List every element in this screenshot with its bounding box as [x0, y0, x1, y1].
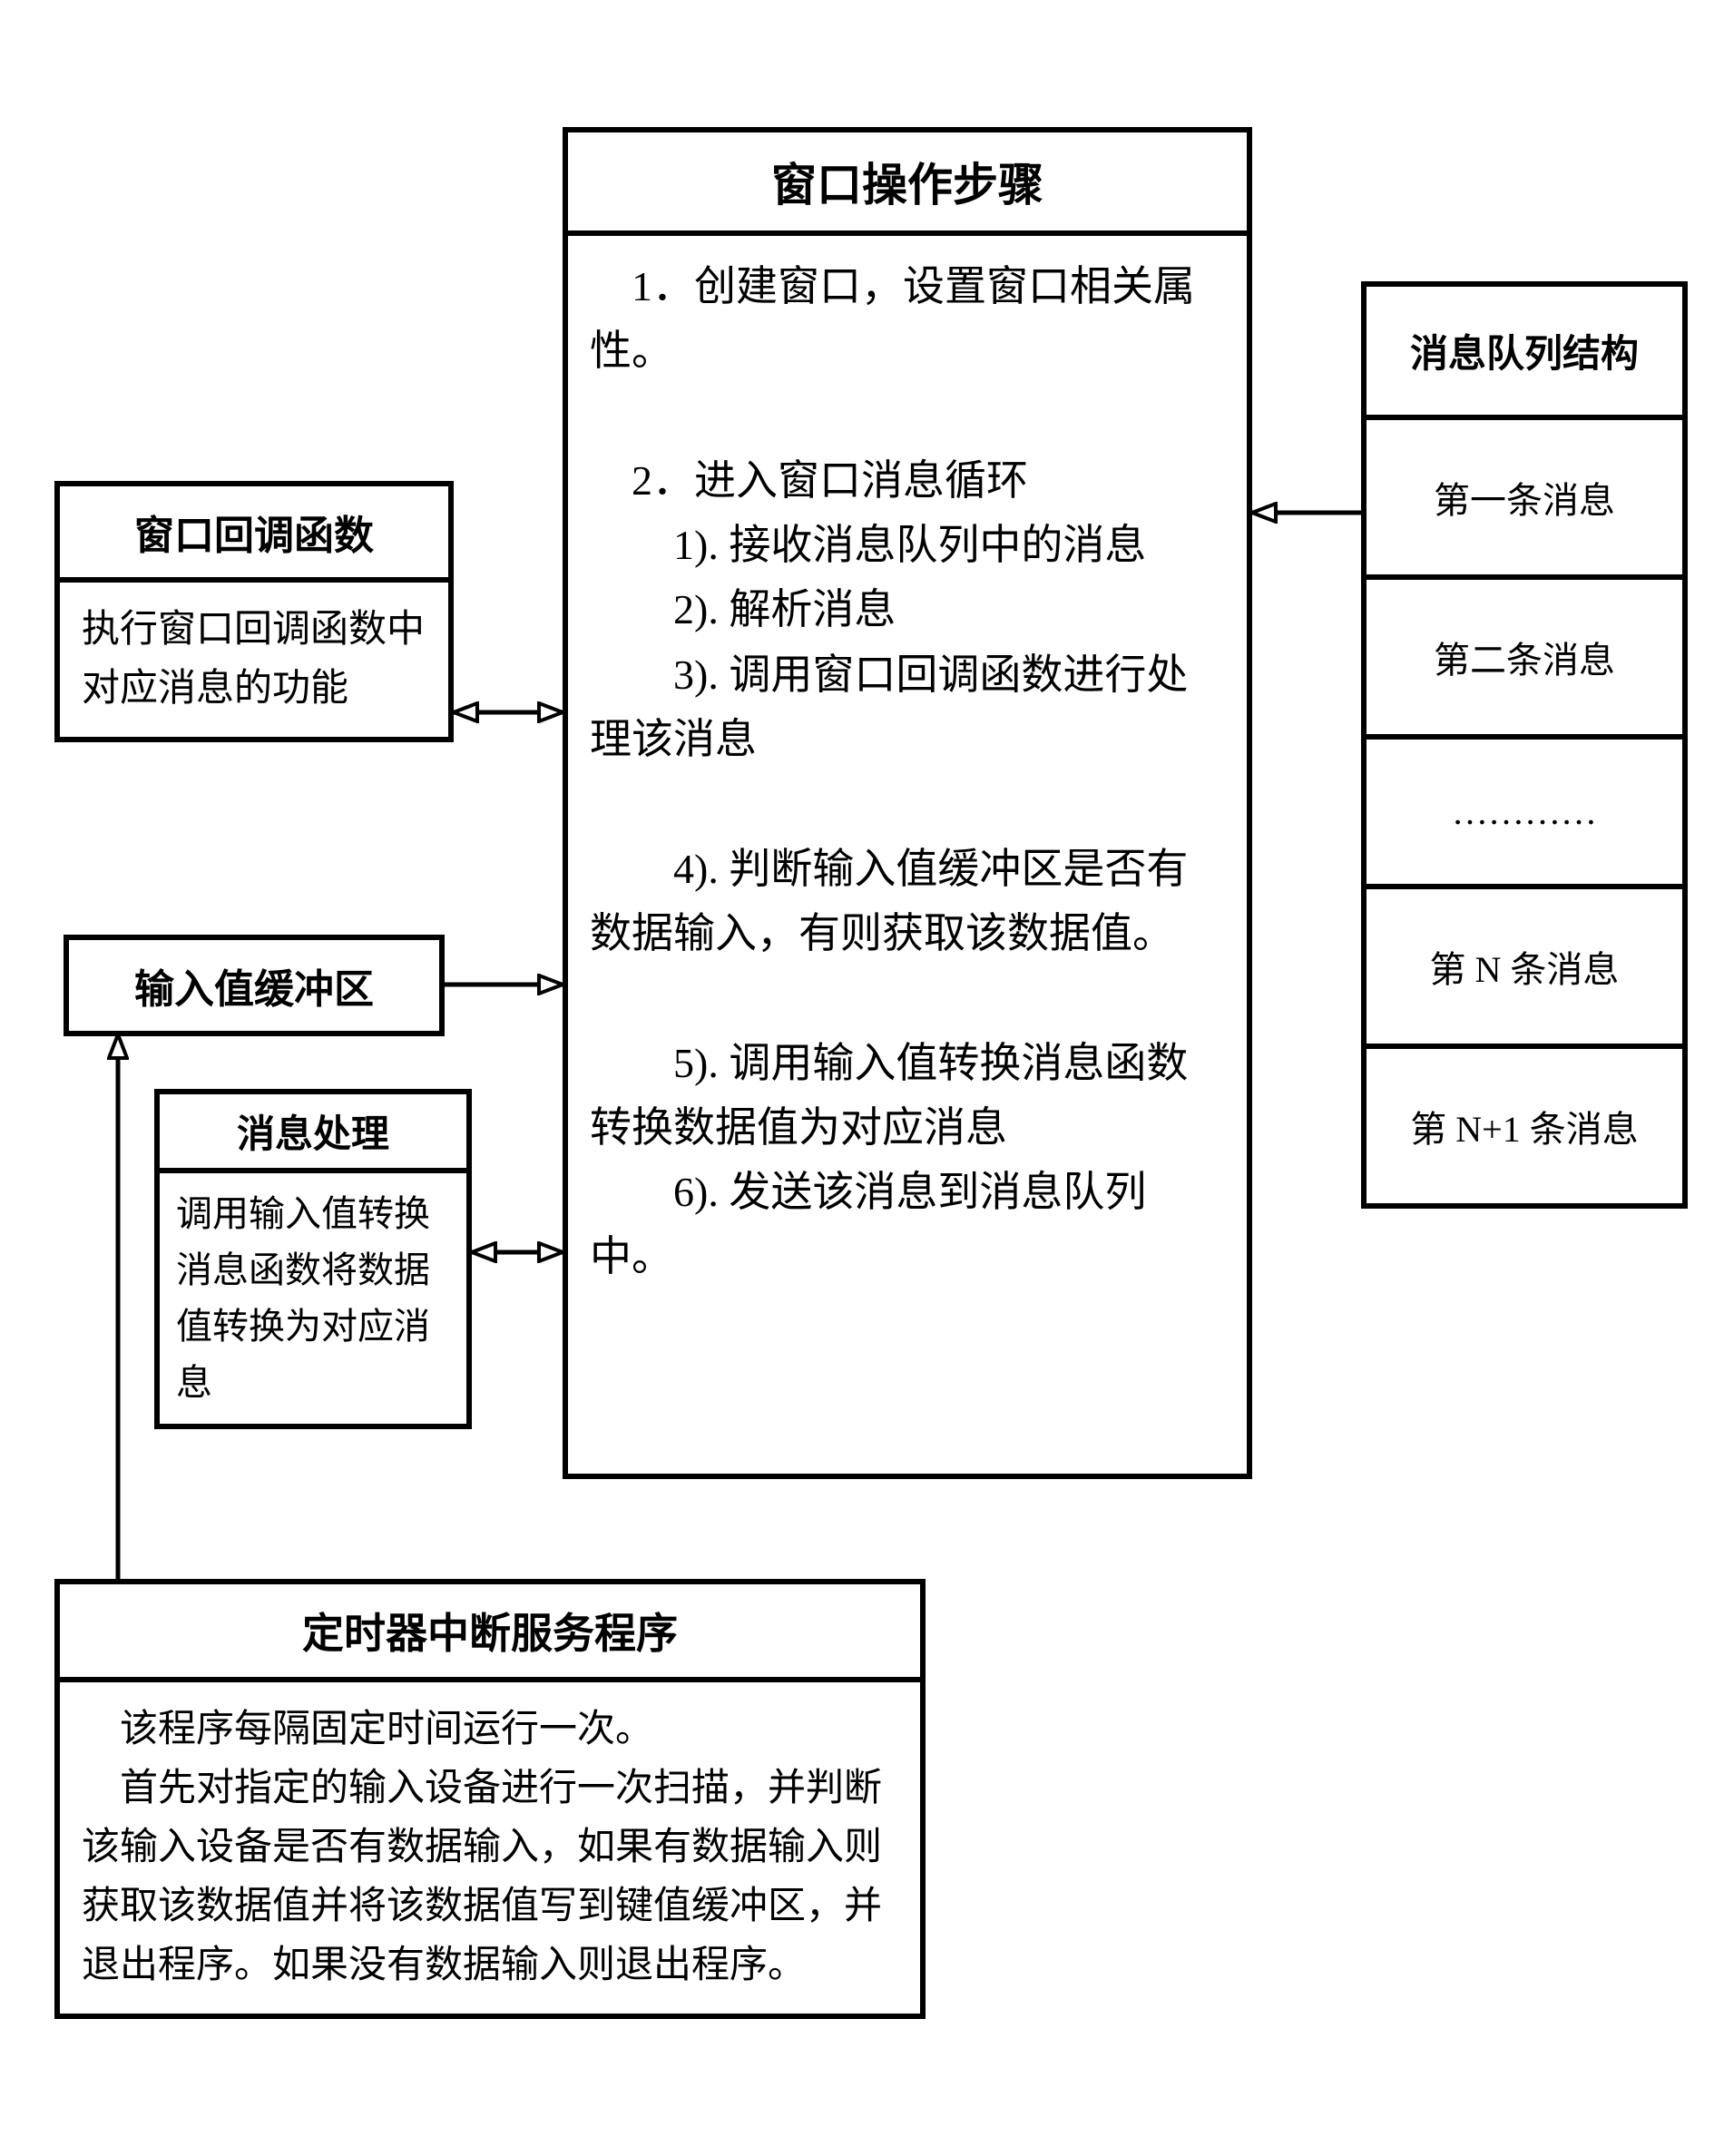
main-steps-box: 窗口操作步骤 1．创建窗口，设置窗口相关属性。 2．进入窗口消息循环 1). 接…	[563, 127, 1252, 1479]
callback-box: 窗口回调函数 执行窗口回调函数中对应消息的功能	[54, 481, 454, 742]
queue-box: 消息队列结构 第一条消息 第二条消息 ………… 第 N 条消息 第 N+1 条消…	[1361, 281, 1688, 1209]
queue-cell-n: 第 N 条消息	[1366, 884, 1682, 1044]
main-steps-title: 窗口操作步骤	[568, 132, 1247, 236]
timer-body: 该程序每隔固定时间运行一次。 首先对指定的输入设备进行一次扫描，并判断该输入设备…	[60, 1682, 920, 2014]
queue-cell-2: 第二条消息	[1366, 574, 1682, 734]
main-steps-body: 1．创建窗口，设置窗口相关属性。 2．进入窗口消息循环 1). 接收消息队列中的…	[568, 236, 1247, 1308]
msgproc-title: 消息处理	[160, 1094, 466, 1173]
msgproc-body: 调用输入值转换消息函数将数据值转换为对应消息	[160, 1173, 466, 1424]
queue-cell-1: 第一条消息	[1366, 415, 1682, 574]
callback-body: 执行窗口回调函数中对应消息的功能	[60, 583, 448, 737]
queue-cell-n1: 第 N+1 条消息	[1366, 1044, 1682, 1203]
timer-box: 定时器中断服务程序 该程序每隔固定时间运行一次。 首先对指定的输入设备进行一次扫…	[54, 1579, 926, 2019]
queue-header: 消息队列结构	[1366, 287, 1682, 415]
callback-title: 窗口回调函数	[60, 486, 448, 583]
msgproc-box: 消息处理 调用输入值转换消息函数将数据值转换为对应消息	[154, 1089, 472, 1429]
queue-cell-ellipsis: …………	[1366, 734, 1682, 884]
buffer-box: 输入值缓冲区	[64, 935, 445, 1036]
timer-title: 定时器中断服务程序	[60, 1584, 920, 1682]
buffer-title: 输入值缓冲区	[69, 940, 439, 1031]
